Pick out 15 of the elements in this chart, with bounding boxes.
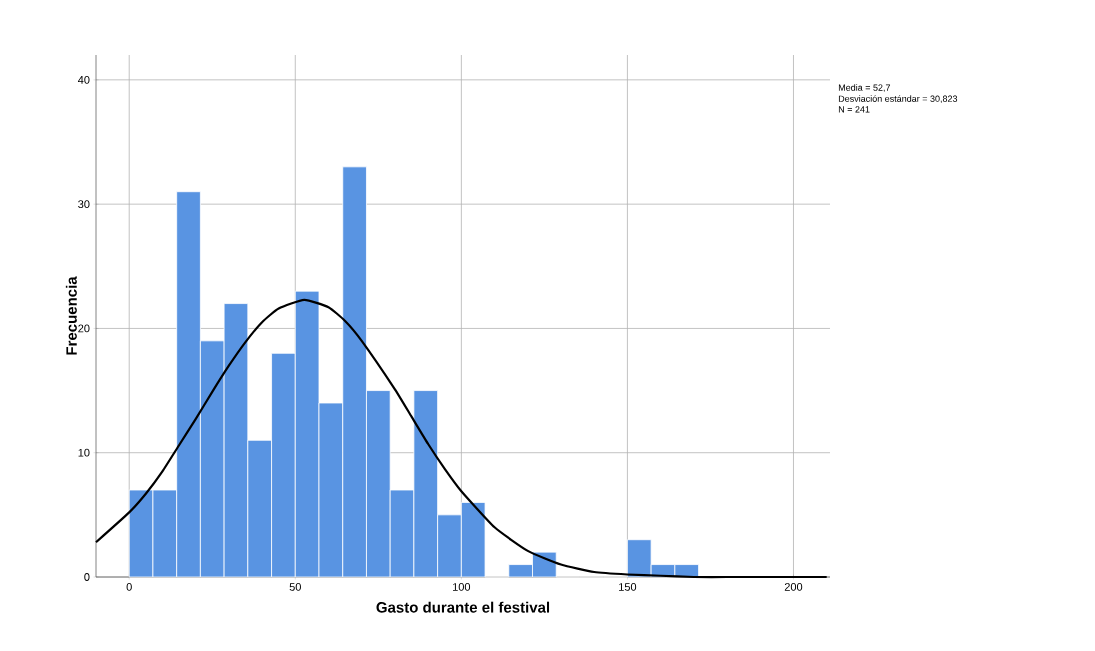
text: Desviación estándar = 30,823: [838, 95, 958, 103]
y-tick-label: 30: [78, 200, 90, 209]
x-tick-label: 100: [453, 583, 471, 591]
x-tick-label: 0: [126, 583, 132, 591]
y-tick-label: 0: [84, 573, 90, 581]
x-axis-title: Gasto durante el festival: [376, 601, 550, 613]
x-tick-label: 50: [289, 583, 301, 591]
x-tick-label: 150: [619, 583, 637, 591]
y-axis-title: Frecuencia: [65, 276, 77, 355]
y-tick-label: 20: [78, 324, 90, 333]
y-tick-label: 10: [78, 448, 90, 457]
y-tick-label: 40: [77, 75, 90, 84]
x-tick-label: 200: [784, 583, 803, 591]
text: N = 241: [838, 106, 870, 113]
text: Media = 52,7: [838, 84, 891, 92]
